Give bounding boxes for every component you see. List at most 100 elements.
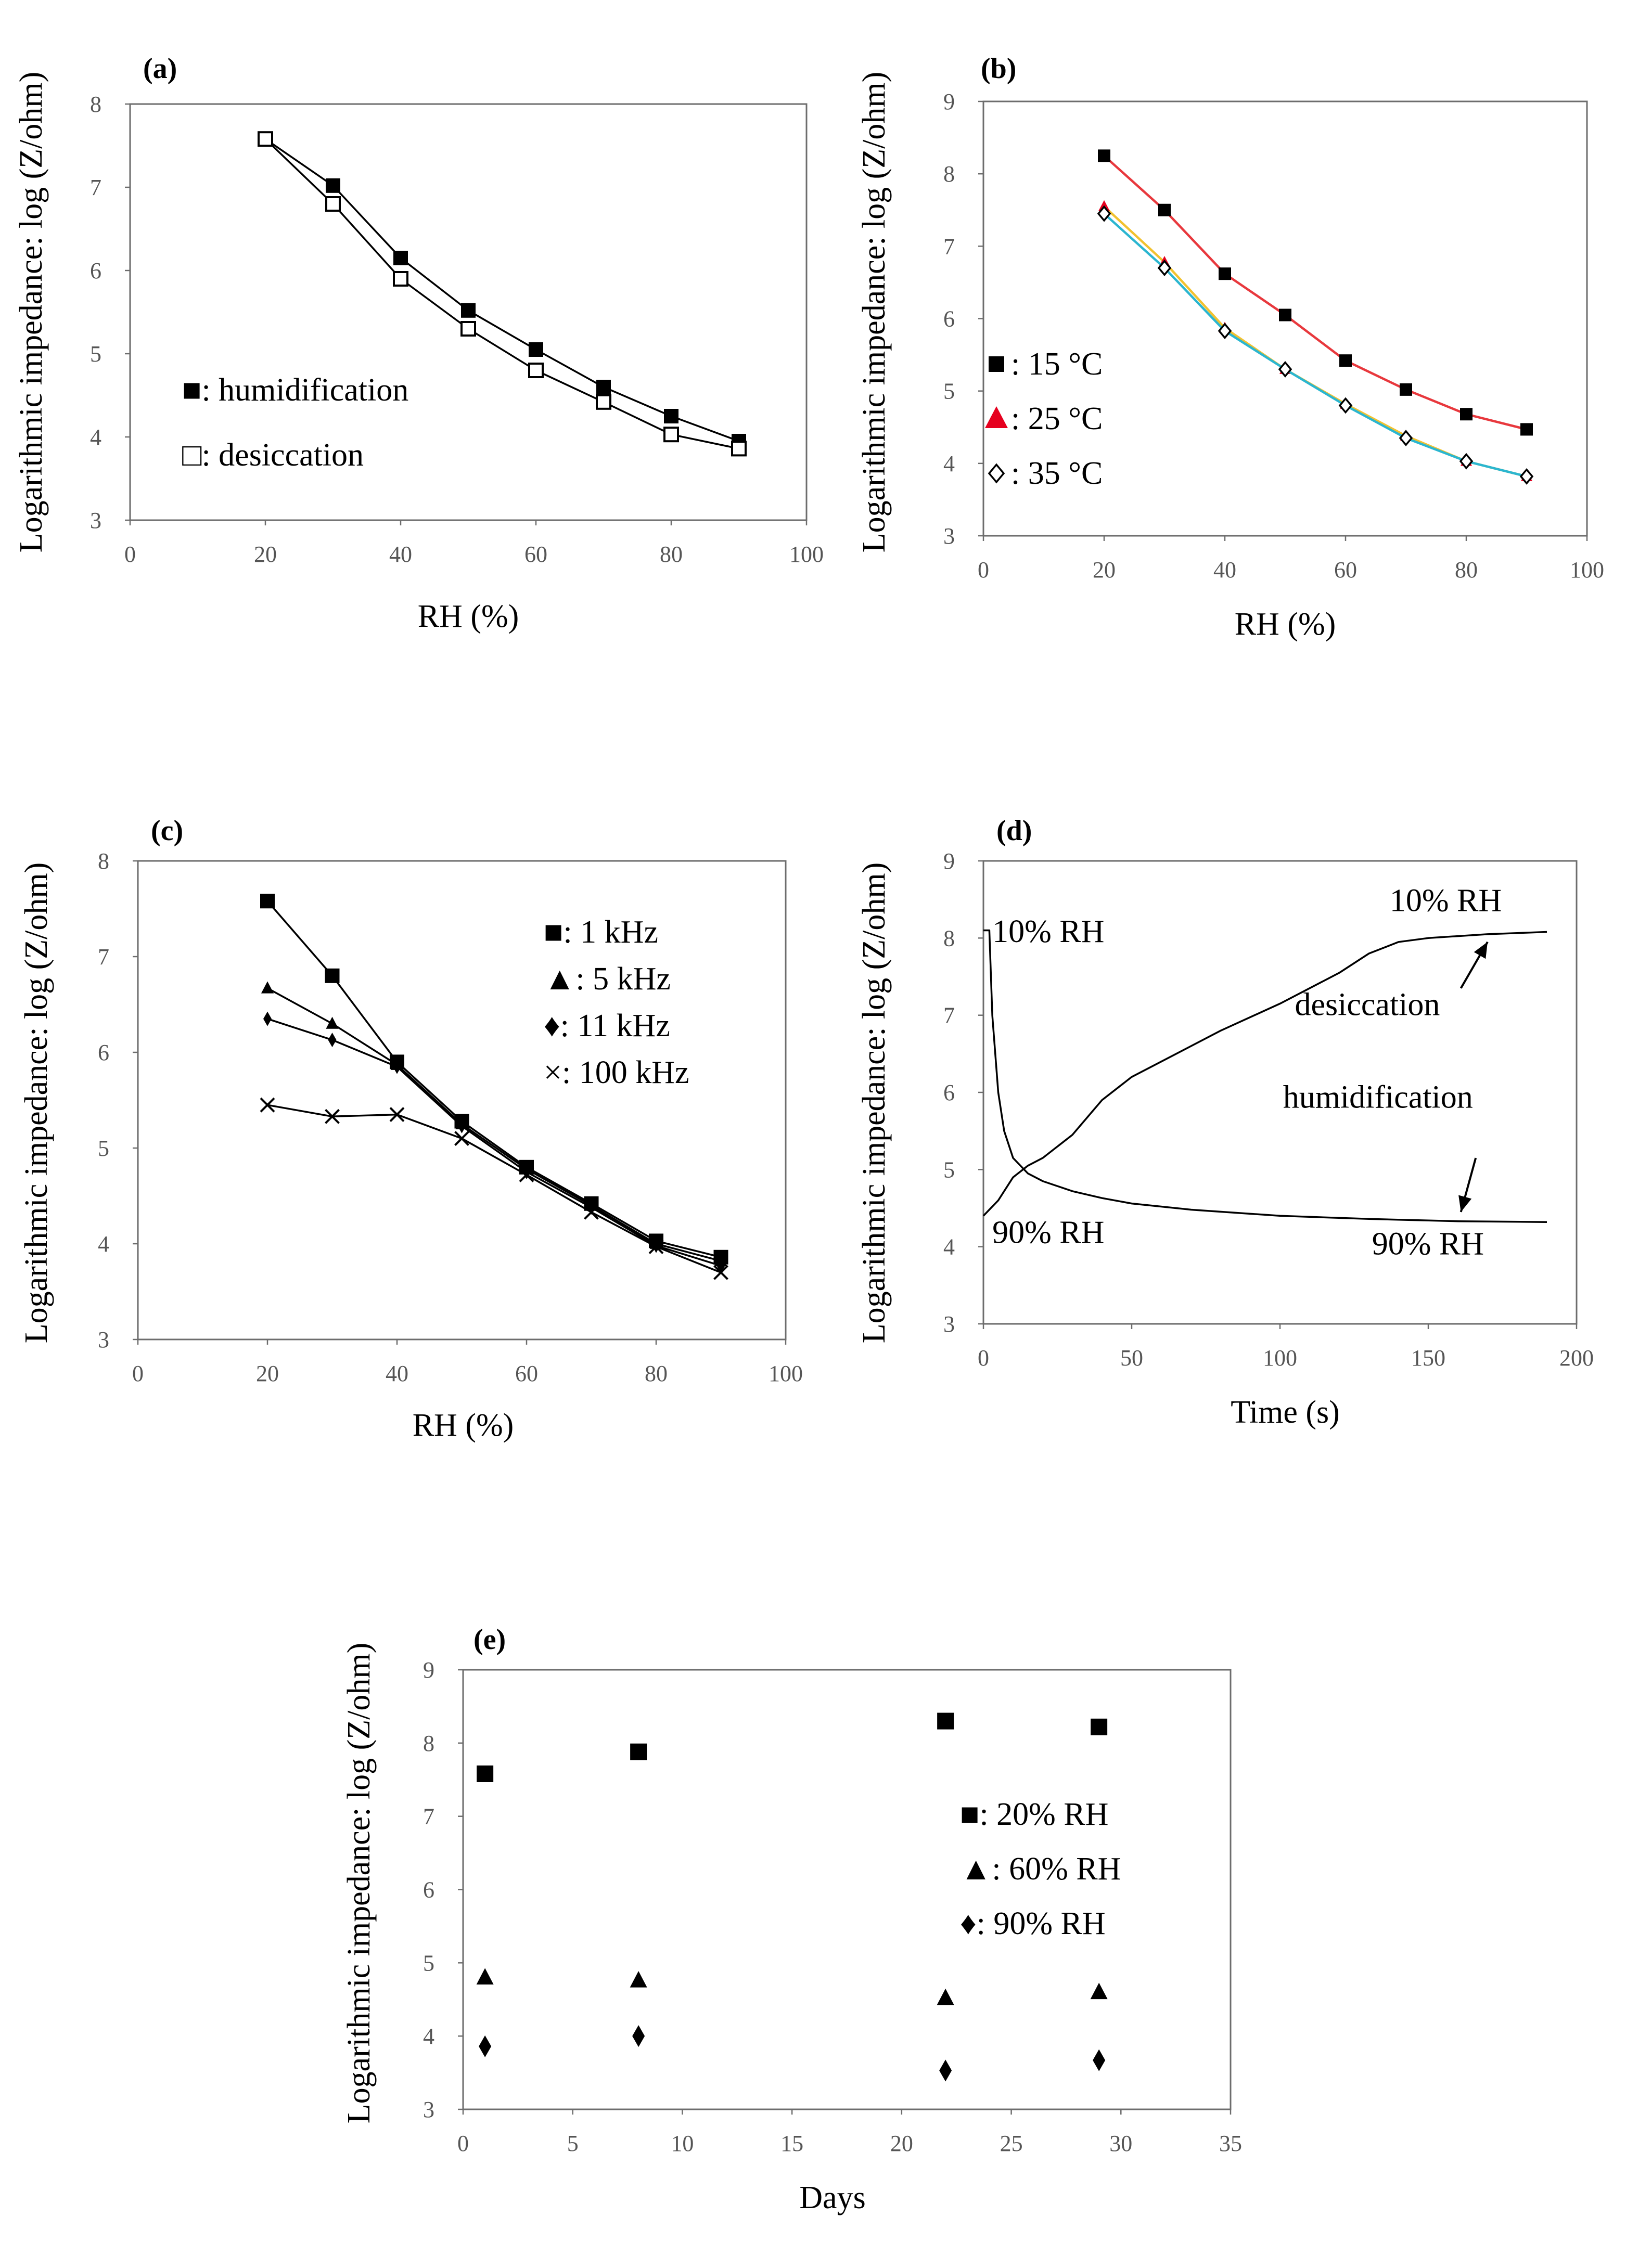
data-point xyxy=(989,356,1004,372)
data-point xyxy=(393,251,408,265)
data-point xyxy=(460,321,476,337)
data-point xyxy=(584,1204,599,1220)
data-point xyxy=(1091,1718,1108,1735)
series-90-rh xyxy=(479,2025,1106,2082)
x-tick-label: 25 xyxy=(1000,2131,1023,2156)
x-tick-label: 0 xyxy=(457,2131,469,2156)
series-line xyxy=(1103,154,1527,431)
x-tick-label: 80 xyxy=(660,542,683,567)
x-tick-label: 0 xyxy=(124,542,136,567)
data-point xyxy=(389,1107,405,1123)
x-tick-label: 60 xyxy=(515,1361,538,1386)
annotation: 10% RH xyxy=(992,914,1104,949)
x-tick-label: 30 xyxy=(1109,2131,1132,2156)
x-tick-label: 40 xyxy=(389,542,412,567)
data-point xyxy=(937,1712,954,1730)
data-point xyxy=(1460,408,1473,421)
legend-entry: ×: 100 kHz xyxy=(544,1055,689,1090)
panel-label: (b) xyxy=(981,53,1016,85)
data-point xyxy=(477,1765,494,1782)
legend-entry: ▲: 5 kHz xyxy=(544,961,671,997)
data-point xyxy=(630,1743,647,1760)
series-desiccation xyxy=(982,931,1547,1217)
data-point xyxy=(457,1118,466,1133)
series-35-c xyxy=(1097,205,1534,485)
data-point xyxy=(328,1033,337,1048)
x-tick-label: 0 xyxy=(978,557,989,583)
legend-entry: ■: humidification xyxy=(182,372,408,408)
x-tick-label: 200 xyxy=(1559,1345,1594,1371)
annotation: 10% RH xyxy=(1390,883,1502,918)
data-point xyxy=(261,981,274,994)
x-axis-title: Days xyxy=(799,2180,865,2215)
data-point xyxy=(1459,453,1474,470)
annotation-arrowhead xyxy=(1474,942,1488,959)
y-tick-label: 5 xyxy=(90,341,101,367)
data-point xyxy=(1399,430,1413,447)
x-tick-label: 10 xyxy=(671,2131,694,2156)
series-desiccation xyxy=(258,131,747,457)
legend-entry: ♦: 11 kHz xyxy=(544,1008,670,1043)
x-tick-label: 50 xyxy=(1120,1345,1143,1371)
x-tick-label: 0 xyxy=(978,1345,989,1371)
y-tick-label: 4 xyxy=(90,424,101,450)
y-axis-title: Logarithmic impedance: log (Z/ohm) xyxy=(856,862,892,1344)
y-tick-label: 4 xyxy=(423,2024,434,2049)
x-tick-label: 80 xyxy=(1455,557,1478,583)
data-point xyxy=(1279,308,1291,321)
y-tick-label: 6 xyxy=(423,1877,434,1903)
x-tick-label: 20 xyxy=(256,1361,279,1386)
data-point xyxy=(596,394,611,410)
y-tick-label: 5 xyxy=(423,1950,434,1976)
data-point xyxy=(519,1167,534,1182)
data-point xyxy=(326,1016,339,1029)
y-tick-label: 6 xyxy=(943,306,955,332)
data-point xyxy=(1520,423,1533,436)
chart-panel-e: 0 5 10 15 20 25 30 35 3 4 5 6 7 8 9 (e) Days Logarithmic … xyxy=(341,1623,1242,2215)
data-point xyxy=(461,303,476,318)
y-tick-label: 5 xyxy=(943,1157,955,1182)
series-25-c xyxy=(1098,200,1532,481)
x-tick-label: 80 xyxy=(645,1361,668,1386)
plot-area xyxy=(462,1669,1232,2110)
y-tick-label: 4 xyxy=(943,451,955,476)
x-tick-label: 40 xyxy=(386,1361,408,1386)
chart-panel-c: 0 20 40 60 80 100 3 4 5 6 7 8 (c) RH (%) Logarithmic i… xyxy=(19,815,803,1443)
data-point xyxy=(325,1109,340,1124)
annotation: 90% RH xyxy=(1372,1227,1484,1262)
y-axis-title: Logarithmic impedance: log (Z/ohm) xyxy=(856,72,892,553)
chart-panel-a: 0 20 40 60 80 100 3 4 5 6 7 8 (a) RH (%) Logarithmic i… xyxy=(14,53,824,634)
data-point xyxy=(1097,205,1111,222)
x-tick-label: 100 xyxy=(1263,1345,1297,1371)
y-tick-label: 9 xyxy=(943,848,955,874)
annotation: desiccation xyxy=(1295,987,1440,1023)
data-point xyxy=(326,178,340,193)
panel-label: (c) xyxy=(151,815,183,847)
data-point xyxy=(325,968,340,983)
data-point xyxy=(663,427,679,443)
series-line xyxy=(983,929,1547,1223)
y-tick-label: 5 xyxy=(98,1136,109,1161)
x-axis-title: RH (%) xyxy=(418,599,519,634)
x-tick-label: 20 xyxy=(1093,557,1116,583)
legend-entry: : 25 °C xyxy=(1011,401,1103,436)
panel-label: (d) xyxy=(996,815,1032,847)
data-point xyxy=(1400,383,1412,396)
y-tick-label: 8 xyxy=(943,161,955,187)
data-point xyxy=(263,1011,272,1026)
y-tick-label: 7 xyxy=(943,1003,955,1028)
data-point xyxy=(1519,468,1534,485)
series-line xyxy=(982,931,1547,1217)
plot-area xyxy=(129,103,808,521)
legend-entry: ■: 1 kHz xyxy=(544,914,658,950)
series-line xyxy=(267,1017,722,1267)
y-tick-label: 4 xyxy=(98,1231,109,1257)
data-point xyxy=(1219,267,1231,280)
series-line xyxy=(267,987,721,1262)
y-tick-label: 3 xyxy=(943,1311,955,1337)
series-line xyxy=(1103,213,1527,478)
series-100-khz xyxy=(260,1097,728,1280)
y-tick-label: 8 xyxy=(943,925,955,951)
data-point xyxy=(1093,2049,1106,2071)
